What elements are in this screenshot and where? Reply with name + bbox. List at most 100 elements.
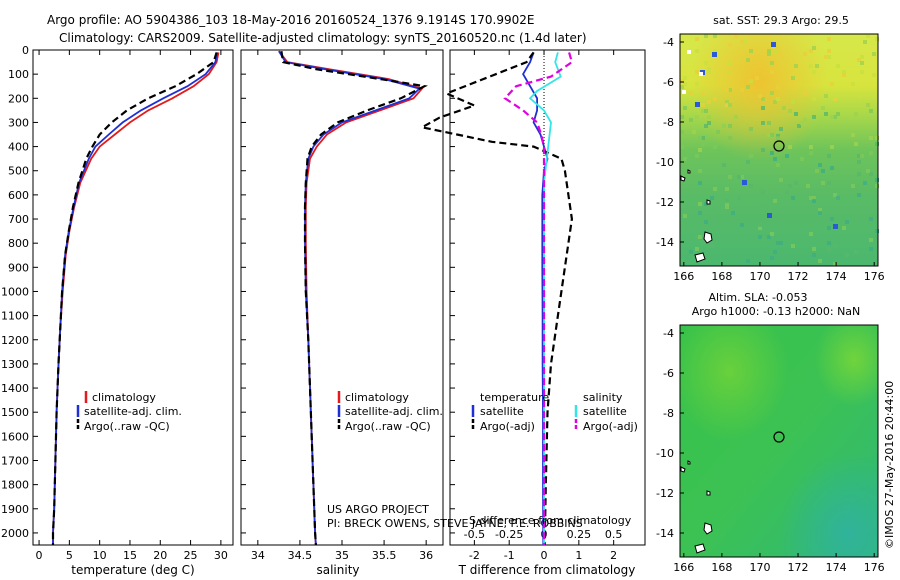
lat-tick-label: -10 bbox=[656, 156, 674, 169]
sst-pixel bbox=[680, 115, 684, 119]
sst-pixel bbox=[707, 115, 711, 119]
sst-pixel bbox=[728, 124, 732, 128]
sst-pixel bbox=[761, 190, 765, 194]
sst-pixel bbox=[698, 235, 702, 239]
depth-tick-label: 800 bbox=[8, 237, 29, 250]
sst-pixel bbox=[728, 175, 732, 179]
sst-pixel bbox=[869, 217, 873, 221]
sst-pixel bbox=[857, 94, 861, 98]
x-tick-label: 0 bbox=[36, 549, 43, 562]
sst-pixel bbox=[875, 142, 879, 146]
sst-pixel bbox=[767, 133, 771, 137]
x-tick-label: 35 bbox=[335, 549, 349, 562]
sst-pixel bbox=[797, 124, 801, 128]
sst-map-frame bbox=[679, 33, 879, 267]
depth-tick-label: 200 bbox=[8, 92, 29, 105]
sst-pixel bbox=[860, 55, 864, 59]
sst-pixel bbox=[785, 190, 789, 194]
sst-pixel bbox=[773, 49, 777, 53]
sst-pixel bbox=[767, 121, 771, 125]
profile-line-temperature-argo-adj- bbox=[418, 51, 574, 546]
sst-pixel bbox=[704, 202, 708, 206]
legend-label-s-argo: Argo(-adj) bbox=[583, 420, 638, 433]
sst-pixel bbox=[827, 241, 831, 245]
temperature-axes-frame bbox=[32, 49, 234, 546]
sst-pixel bbox=[707, 121, 711, 125]
sst-pixel bbox=[734, 34, 738, 38]
sst-pixel bbox=[821, 181, 825, 185]
imos-credit: ©IMOS 27-May-2016 20:44:00 bbox=[883, 381, 896, 549]
sst-pixel bbox=[713, 34, 717, 38]
sst-pixel bbox=[728, 136, 732, 140]
profile-line-satellite-adj-clim- bbox=[52, 52, 219, 545]
lat-tick-label: -4 bbox=[663, 36, 674, 49]
sst-pixel bbox=[809, 232, 813, 236]
sst-pixel bbox=[713, 49, 717, 53]
argo-position-marker bbox=[773, 140, 785, 152]
sst-pixel bbox=[761, 238, 765, 242]
lat-tick-label: -14 bbox=[656, 236, 674, 249]
sst-pixel bbox=[794, 181, 798, 185]
sst-pixel bbox=[695, 247, 699, 251]
sst-pixel bbox=[740, 40, 744, 44]
sst-pixel bbox=[833, 262, 837, 266]
sst-pixel bbox=[812, 196, 816, 200]
salinity-panel: 34 34.5 35 35.5 36 salinity climatology sate… bbox=[240, 49, 583, 577]
sst-pixel bbox=[698, 202, 702, 206]
sst-pixel bbox=[836, 196, 840, 200]
sst-pixel bbox=[704, 34, 708, 38]
sst-pixel bbox=[869, 247, 873, 251]
sst-pixel bbox=[860, 154, 864, 158]
sst-pixel bbox=[791, 100, 795, 104]
x-tick-label: 25 bbox=[184, 549, 198, 562]
sst-pixel bbox=[701, 109, 705, 113]
sst-pixel bbox=[725, 205, 729, 209]
sst-pixel bbox=[857, 58, 861, 62]
sst-pixel bbox=[749, 49, 753, 53]
sst-pixel bbox=[779, 241, 783, 245]
depth-tick-label: 500 bbox=[8, 165, 29, 178]
sst-pixel bbox=[806, 184, 810, 188]
sst-pixel bbox=[785, 154, 789, 158]
lon-tick-label: 176 bbox=[864, 561, 885, 574]
sst-pixel bbox=[866, 34, 870, 38]
sst-pixel bbox=[770, 91, 774, 95]
sst-pixel bbox=[704, 109, 708, 113]
sst-pixel bbox=[761, 121, 765, 125]
sst-pixel bbox=[740, 88, 744, 92]
sst-pixel bbox=[758, 223, 762, 227]
sst-pixel bbox=[761, 148, 765, 152]
sst-pixel bbox=[788, 184, 792, 188]
sst-pixel bbox=[833, 193, 837, 197]
depth-tick-label: 1700 bbox=[1, 454, 29, 467]
x-tick-label: 30 bbox=[214, 549, 228, 562]
sst-pixel bbox=[857, 172, 861, 176]
sst-pixel bbox=[683, 106, 687, 110]
sst-pixel bbox=[788, 109, 792, 113]
sst-pixel bbox=[680, 145, 684, 149]
legend-label-t-argo: Argo(-adj) bbox=[480, 420, 535, 433]
legend-label-climatology: climatology bbox=[345, 391, 409, 404]
sst-pixel bbox=[704, 220, 708, 224]
sst-pixel bbox=[833, 244, 837, 248]
sst-pixel bbox=[842, 70, 846, 74]
sst-pixel bbox=[725, 199, 729, 203]
sst-pixel bbox=[773, 199, 777, 203]
sst-pixel bbox=[695, 154, 699, 158]
sst-pixel bbox=[851, 184, 855, 188]
sst-pixel bbox=[770, 256, 774, 260]
sst-pixel bbox=[749, 184, 753, 188]
sst-pixel bbox=[827, 37, 831, 41]
sst-pixel bbox=[701, 91, 705, 95]
sst-pixel bbox=[812, 247, 816, 251]
depth-tick-label: 1500 bbox=[1, 406, 29, 419]
sst-pixel bbox=[725, 202, 729, 206]
sst-pixel bbox=[872, 52, 876, 56]
sst-pixel bbox=[680, 130, 684, 134]
project-credit: US ARGO PROJECT bbox=[327, 503, 429, 516]
sla-map-panel: Altim. SLA: -0.053 Argo h1000: -0.13 h20… bbox=[656, 291, 885, 574]
sst-pixel bbox=[701, 142, 705, 146]
lat-tick-label: -12 bbox=[656, 487, 674, 500]
x-tick-label: 2 bbox=[610, 549, 617, 562]
sst-pixel bbox=[827, 49, 831, 53]
